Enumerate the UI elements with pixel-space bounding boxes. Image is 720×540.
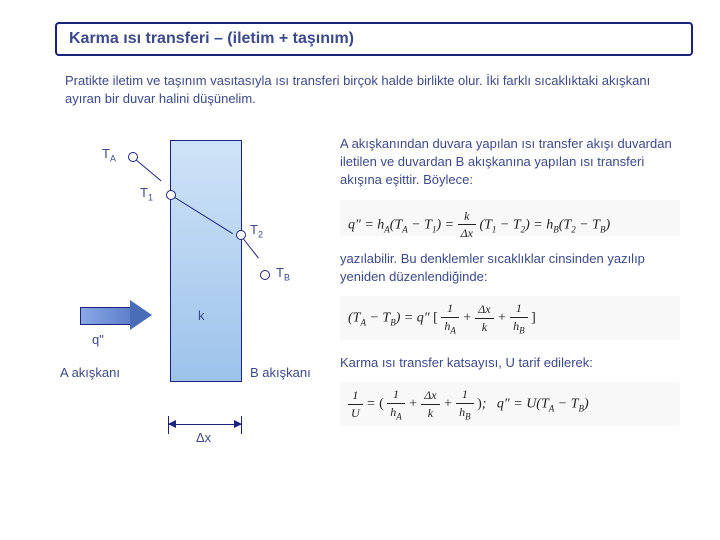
point-T2 (236, 230, 246, 240)
intro-text: Pratikte iletim ve taşınım vasıtasıyla ı… (65, 73, 650, 106)
para-2-text: yazılabilir. Bu denklemler sıcaklıklar c… (340, 251, 645, 284)
label-k: k (198, 308, 205, 323)
label-T1: T1 (140, 185, 153, 203)
equation-1: q″ = hA(TA − T1) = kΔx (T1 − T2) = hB(T2… (340, 200, 680, 236)
dim-bar (168, 424, 242, 425)
heat-flux-arrow (80, 300, 150, 330)
label-TA-t: T (102, 146, 110, 161)
para-3: Karma ısı transfer katsayısı, U tarif ed… (340, 354, 680, 372)
para-1-text: A akışkanından duvara yapılan ısı transf… (340, 136, 672, 187)
point-T1 (166, 190, 176, 200)
label-T2-t: T (250, 222, 258, 237)
label-TB-t: T (276, 265, 284, 280)
dim-arrow-left-icon (168, 420, 176, 428)
label-T1-t: T (140, 185, 148, 200)
label-TB-sub: B (284, 273, 290, 283)
equation-3-text: 1U = ( 1hA + Δxk + 1hB ); q″ = U(TA − TB… (348, 386, 589, 423)
label-TA-sub: A (110, 154, 116, 164)
label-flowB-t: B akışkanı (250, 365, 311, 380)
para-2: yazılabilir. Bu denklemler sıcaklıklar c… (340, 250, 680, 286)
dim-arrow-right-icon (234, 420, 242, 428)
equation-2-text: (TA − TB) = q″ [ 1hA + Δxk + 1hB ] (348, 300, 536, 337)
title-box: Karma ısı transferi – (iletim + taşınım) (55, 22, 693, 56)
arrow-head-icon (130, 300, 152, 330)
title-text: Karma ısı transferi – (iletim + taşınım) (69, 30, 354, 47)
equation-3: 1U = ( 1hA + Δxk + 1hB ); q″ = U(TA − TB… (340, 382, 680, 426)
intro-paragraph: Pratikte iletim ve taşınım vasıtasıyla ı… (65, 72, 665, 107)
heat-transfer-diagram: TA T1 T2 TB q" k A akışkanı B akışkanı Δ… (50, 130, 330, 450)
label-qpp: q" (92, 332, 104, 347)
label-TA: TA (102, 146, 116, 164)
label-TB: TB (276, 265, 290, 283)
label-k-t: k (198, 308, 205, 323)
label-flowA-t: A akışkanı (60, 365, 120, 380)
label-T1-sub: 1 (148, 193, 153, 203)
equation-1-text: q″ = hA(TA − T1) = kΔx (T1 − T2) = hB(T2… (348, 208, 610, 243)
label-T2: T2 (250, 222, 263, 240)
arrow-body (80, 307, 132, 325)
label-qpp-t: q" (92, 332, 104, 347)
para-3-text: Karma ısı transfer katsayısı, U tarif ed… (340, 355, 593, 370)
label-flowA: A akışkanı (60, 365, 120, 380)
label-T2-sub: 2 (258, 230, 263, 240)
wall-rect (170, 140, 242, 382)
label-dx-t: Δx (196, 430, 211, 445)
point-TA (128, 152, 138, 162)
label-flowB: B akışkanı (250, 365, 311, 380)
para-1: A akışkanından duvara yapılan ısı transf… (340, 135, 680, 190)
label-dx: Δx (196, 430, 211, 445)
right-column: A akışkanından duvara yapılan ısı transf… (340, 135, 680, 440)
equation-2: (TA − TB) = q″ [ 1hA + Δxk + 1hB ] (340, 296, 680, 340)
point-TB (260, 270, 270, 280)
